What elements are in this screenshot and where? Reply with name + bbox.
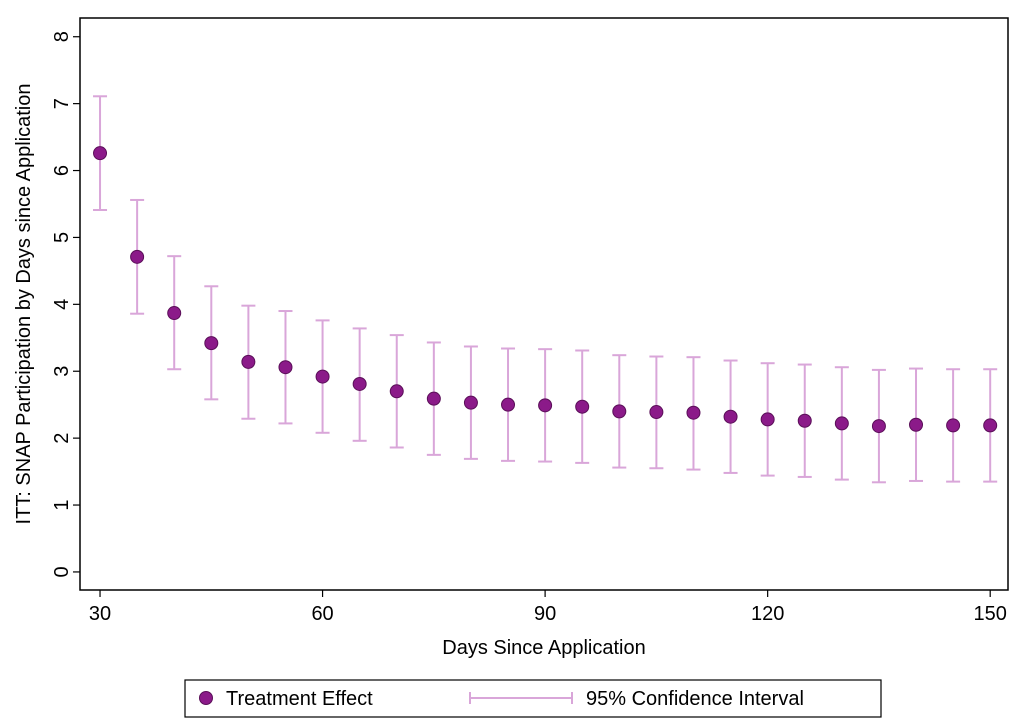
legend-box xyxy=(184,679,882,718)
x-tick-label: 90 xyxy=(534,603,556,625)
point xyxy=(575,399,590,414)
point xyxy=(946,418,961,433)
point xyxy=(167,306,182,321)
point xyxy=(389,384,404,399)
x-tick-label: 30 xyxy=(89,603,111,625)
y-tick-label: 4 xyxy=(51,299,73,310)
y-tick-label: 2 xyxy=(51,433,73,444)
point xyxy=(204,336,219,351)
point xyxy=(538,398,553,413)
y-tick-label: 6 xyxy=(51,165,73,176)
y-tick-label: 5 xyxy=(51,232,73,243)
point xyxy=(686,405,701,420)
y-axis-title: ITT: SNAP Participation by Days since Ap… xyxy=(13,84,35,525)
point xyxy=(649,405,664,420)
point xyxy=(426,391,441,406)
y-tick-label: 1 xyxy=(51,499,73,510)
x-tick-label: 60 xyxy=(311,603,333,625)
point xyxy=(612,404,627,419)
y-tick-label: 3 xyxy=(51,366,73,377)
point xyxy=(241,354,256,369)
y-tick-label: 0 xyxy=(51,566,73,577)
x-axis-title: Days Since Application xyxy=(442,637,645,659)
plot-frame xyxy=(79,17,1009,591)
point xyxy=(130,249,145,264)
legend-marker xyxy=(199,691,213,705)
point xyxy=(501,397,516,412)
point xyxy=(871,419,886,434)
point xyxy=(834,416,849,431)
legend-label: 95% Confidence Interval xyxy=(586,688,804,710)
point xyxy=(463,395,478,410)
point xyxy=(278,360,293,375)
point xyxy=(983,418,998,433)
x-tick-label: 150 xyxy=(974,603,1007,625)
x-tick-label: 120 xyxy=(751,603,784,625)
point xyxy=(723,409,738,424)
point xyxy=(797,413,812,428)
point xyxy=(760,412,775,427)
legend-label: Treatment Effect xyxy=(226,688,373,710)
point xyxy=(352,376,367,391)
point xyxy=(93,146,108,161)
point xyxy=(909,417,924,432)
y-tick-label: 8 xyxy=(51,31,73,42)
y-tick-label: 7 xyxy=(51,98,73,109)
point xyxy=(315,369,330,384)
